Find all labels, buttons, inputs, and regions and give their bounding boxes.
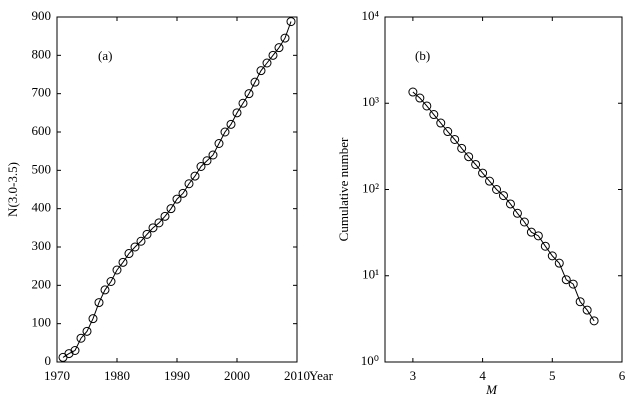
data-point [118, 257, 128, 267]
data-point [540, 241, 550, 251]
data-point [443, 127, 453, 137]
y-axis-label: N(3.0-3.5) [5, 162, 20, 217]
data-line [412, 91, 595, 322]
data-point [190, 171, 200, 181]
data-point [136, 236, 146, 246]
y-tick-label: 600 [32, 123, 52, 138]
y-axis-label: Cumulative number [336, 137, 351, 241]
data-point [415, 93, 425, 103]
data-point [280, 33, 290, 43]
data-point [130, 242, 140, 252]
data-point [268, 50, 278, 60]
x-tick-label: 1980 [104, 368, 130, 383]
data-point [64, 349, 74, 359]
y-tick-label: 10¹ [362, 267, 379, 282]
data-point [238, 98, 248, 108]
x-tick-label: 1990 [164, 368, 190, 383]
x-axis-label: Year [309, 368, 334, 383]
x-tick-label: 3 [410, 368, 417, 383]
data-point [256, 66, 266, 76]
data-point [94, 298, 104, 308]
y-tick-label: 500 [32, 161, 52, 176]
data-point [106, 277, 116, 286]
data-point [142, 229, 152, 239]
data-point [554, 258, 564, 268]
data-point [220, 127, 230, 137]
data-point [184, 179, 194, 189]
y-tick-label: 800 [32, 46, 52, 61]
x-tick-label: 5 [549, 368, 556, 383]
data-point [244, 89, 254, 99]
data-point [582, 305, 592, 315]
data-point [408, 87, 418, 97]
data-point [154, 218, 164, 228]
data-point [112, 265, 122, 275]
data-point [208, 150, 218, 160]
data-point [450, 134, 460, 144]
data-point [547, 251, 557, 261]
x-tick-label: 6 [619, 368, 626, 383]
data-point [76, 333, 86, 343]
data-point [178, 188, 188, 198]
data-point [505, 199, 515, 209]
data-point [429, 110, 439, 120]
data-point [568, 279, 578, 289]
data-point [422, 101, 432, 111]
data-point [492, 185, 502, 194]
data-point [526, 227, 536, 237]
x-tick-label: 2000 [224, 368, 250, 383]
y-tick-label: 100 [32, 315, 52, 330]
y-tick-label: 10⁴ [361, 8, 379, 23]
y-tick-label: 10² [362, 180, 379, 195]
y-tick-label: 300 [32, 238, 52, 253]
data-point [499, 191, 508, 201]
x-axis-label: M [485, 382, 498, 397]
data-point [262, 58, 272, 68]
data-point [286, 17, 296, 27]
data-point [589, 316, 599, 326]
data-point [478, 168, 488, 178]
data-point [464, 152, 474, 162]
data-point [196, 162, 206, 171]
x-tick-label: 4 [479, 368, 486, 383]
data-point [485, 176, 495, 186]
data-point [250, 77, 260, 87]
data-point [519, 217, 529, 227]
data-point [533, 231, 543, 241]
y-tick-label: 10³ [362, 94, 379, 109]
data-point [226, 119, 236, 129]
data-point [512, 208, 522, 218]
y-tick-label: 400 [32, 200, 52, 215]
y-tick-label: 200 [32, 276, 52, 291]
data-point [457, 143, 467, 153]
data-point [436, 118, 446, 128]
data-point [70, 346, 80, 355]
data-point [166, 204, 176, 214]
data-point [148, 223, 158, 233]
y-tick-label: 10⁰ [361, 353, 379, 368]
data-point [160, 211, 170, 221]
y-tick-label: 0 [45, 353, 52, 368]
plot-frame [56, 16, 298, 363]
data-point [561, 275, 571, 285]
x-tick-label: 2010 [284, 368, 310, 383]
annotation: (b) [415, 48, 430, 63]
data-point [124, 249, 134, 259]
x-tick-label: 1970 [44, 368, 70, 383]
data-point [232, 108, 242, 118]
data-point [575, 297, 585, 307]
data-point [172, 194, 182, 204]
data-point [202, 156, 212, 166]
data-point [82, 326, 92, 336]
data-point [88, 314, 98, 324]
plot-frame [384, 16, 623, 363]
y-tick-label: 900 [32, 8, 52, 23]
annotation: (a) [98, 48, 112, 63]
data-point [214, 139, 224, 148]
data-point [471, 159, 481, 169]
data-point [100, 285, 110, 295]
y-tick-label: 700 [32, 85, 52, 100]
data-point [274, 43, 284, 53]
